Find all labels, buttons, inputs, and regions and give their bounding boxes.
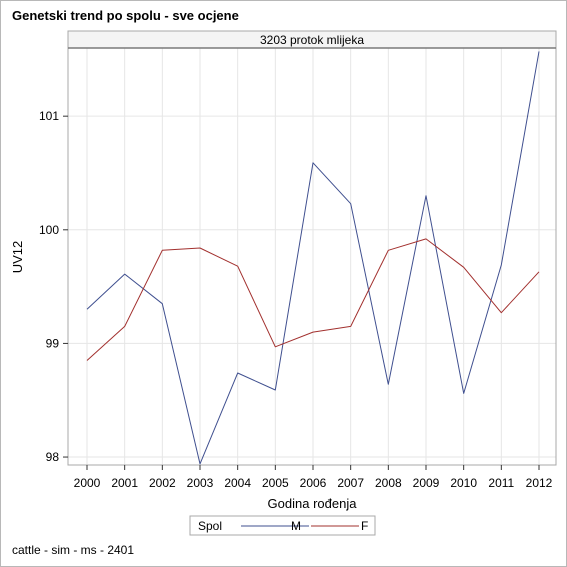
grid-lines bbox=[68, 48, 556, 465]
series-line-m bbox=[86, 51, 540, 465]
x-tick-label: 2006 bbox=[300, 476, 327, 490]
y-axis: 98 99 100 101 bbox=[39, 109, 68, 464]
x-tick-label: 2012 bbox=[526, 476, 553, 490]
x-tick-label: 2007 bbox=[337, 476, 364, 490]
y-tick-label: 101 bbox=[39, 109, 59, 123]
y-tick-label: 100 bbox=[39, 223, 59, 237]
x-tick-label: 2004 bbox=[224, 476, 251, 490]
x-tick-label: 2008 bbox=[375, 476, 402, 490]
legend-label-m: M bbox=[291, 519, 301, 533]
x-tick-label: 2002 bbox=[149, 476, 176, 490]
x-tick-label: 2011 bbox=[488, 476, 514, 490]
series-lines bbox=[86, 51, 540, 465]
legend: Spol M F bbox=[189, 515, 376, 536]
x-tick-label: 2000 bbox=[74, 476, 101, 490]
x-axis: 2000 2001 2002 2003 2004 2005 2006 2007 2008 2009… bbox=[74, 465, 553, 490]
y-axis-label: UV12 bbox=[10, 241, 25, 274]
plot-area-border bbox=[67, 30, 557, 466]
x-tick-label: 2005 bbox=[262, 476, 289, 490]
x-tick-label: 2003 bbox=[187, 476, 214, 490]
footnote: cattle - sim - ms - 2401 bbox=[12, 543, 135, 557]
y-tick-label: 99 bbox=[46, 336, 60, 350]
legend-label-f: F bbox=[361, 519, 368, 533]
panel-title: 3203 protok mlijeka bbox=[260, 33, 364, 47]
x-axis-label: Godina rođenja bbox=[268, 496, 358, 511]
x-tick-label: 2001 bbox=[111, 476, 138, 490]
series-line-f bbox=[86, 238, 540, 361]
page-title: Genetski trend po spolu - sve ocjene bbox=[12, 8, 239, 23]
legend-title: Spol bbox=[198, 519, 222, 533]
x-tick-label: 2010 bbox=[450, 476, 477, 490]
x-tick-label: 2009 bbox=[413, 476, 440, 490]
y-tick-label: 98 bbox=[46, 450, 60, 464]
